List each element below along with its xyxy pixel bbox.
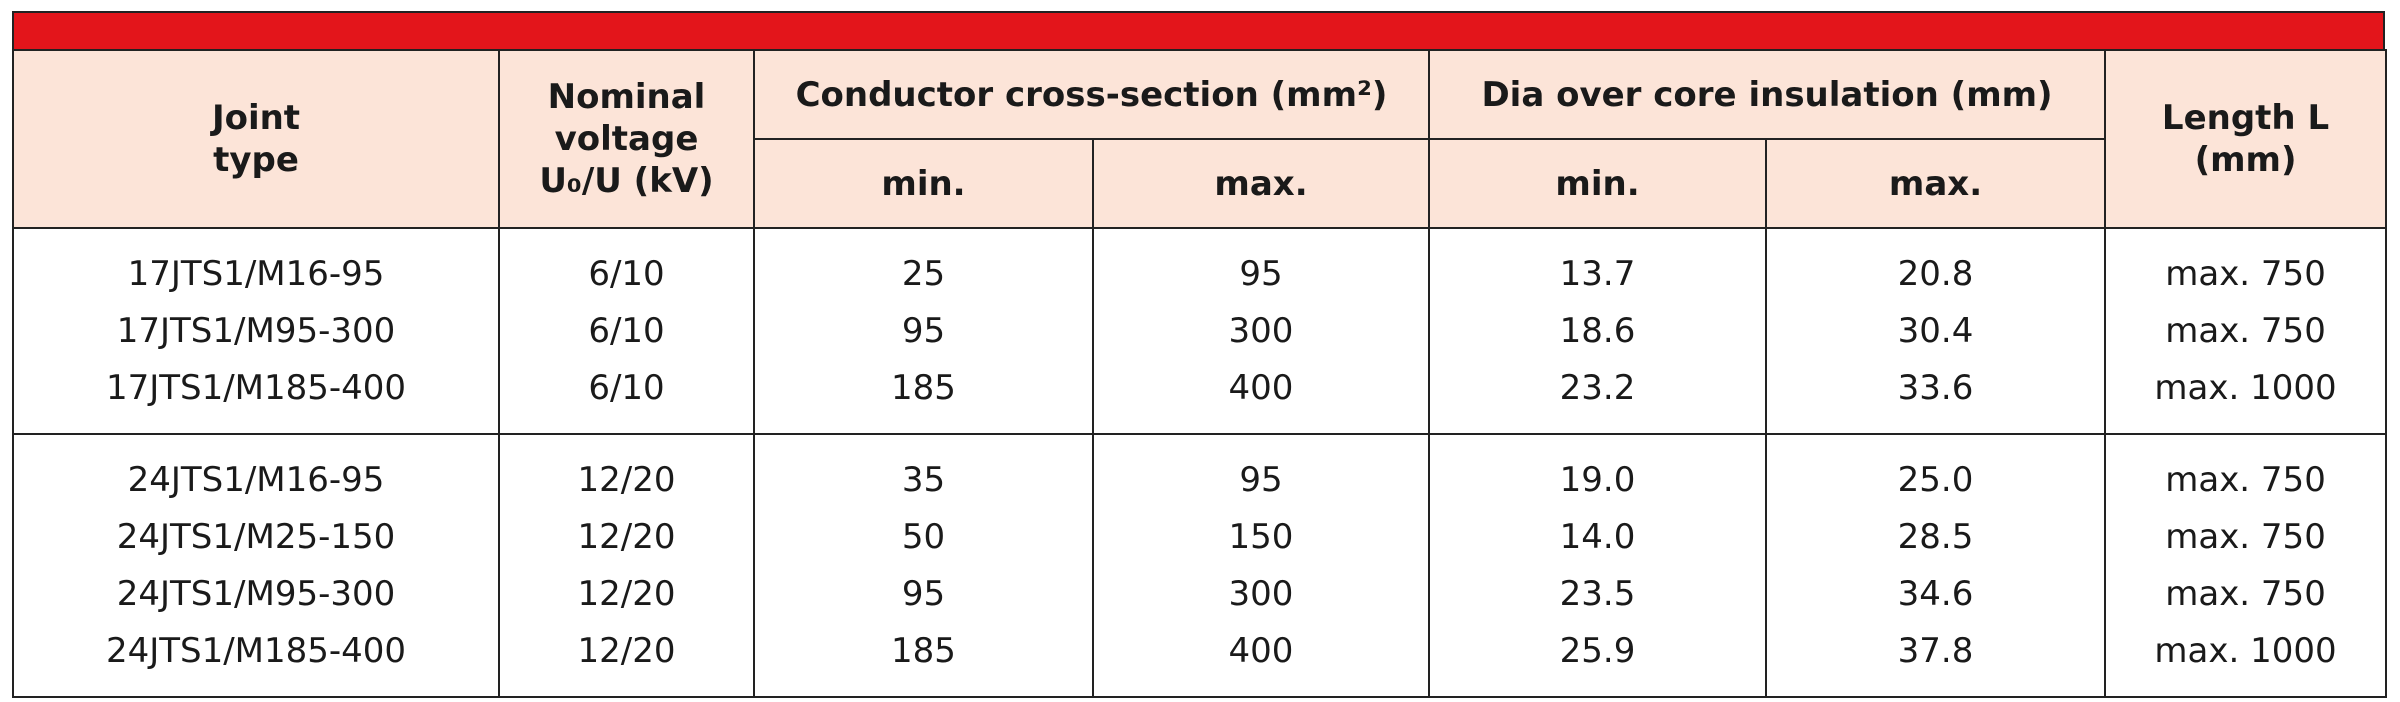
- table-row: 24JTS1/M25-150 12/20 50 150 14.0 28.5 max. 750: [12, 509, 2388, 566]
- spec-table: Joint type Nominal voltage U₀/U (kV) Con…: [12, 49, 2388, 698]
- table-cell: 6/10: [498, 303, 755, 360]
- table-cell: 24JTS1/M16-95: [12, 434, 500, 509]
- table-cell: 35: [753, 434, 1094, 509]
- spec-table-panel: Joint type Nominal voltage U₀/U (kV) Con…: [12, 11, 2388, 698]
- table-cell: 95: [753, 303, 1094, 360]
- table-row: 24JTS1/M95-300 12/20 95 300 23.5 34.6 max. 750: [12, 566, 2388, 623]
- table-cell: 300: [1091, 303, 1431, 360]
- table-cell: 6/10: [498, 228, 755, 303]
- header-cell: Joint type: [12, 49, 500, 229]
- table-cell: 34.6: [1765, 566, 2107, 623]
- table-cell: 17JTS1/M185-400: [12, 360, 500, 435]
- table-cell: 24JTS1/M25-150: [12, 509, 500, 566]
- header-text: Length L (mm): [2161, 98, 2330, 180]
- table-cell: 25.0: [1765, 434, 2107, 509]
- subheader-cell: max.: [1765, 138, 2107, 229]
- table-cell: 400: [1091, 360, 1431, 435]
- table-cell: 50: [753, 509, 1094, 566]
- table-cell: max. 750: [2104, 434, 2388, 509]
- table-cell: 185: [753, 360, 1094, 435]
- table-cell: max. 750: [2104, 509, 2388, 566]
- table-cell: 185: [753, 623, 1094, 698]
- subheader-cell: min.: [1428, 138, 1768, 229]
- table-cell: 25.9: [1428, 623, 1768, 698]
- header-text: Conductor cross-section (mm²): [795, 74, 1388, 115]
- table-cell: 17JTS1/M16-95: [12, 228, 500, 303]
- table-cell: 18.6: [1428, 303, 1768, 360]
- subheader-cell: max.: [1091, 138, 1431, 229]
- table-cell: 300: [1091, 566, 1431, 623]
- table-row: 17JTS1/M95-300 6/10 95 300 18.6 30.4 max. 750: [12, 303, 2388, 360]
- table-cell: 95: [1091, 434, 1431, 509]
- header-cell: Conductor cross-section (mm²): [752, 49, 1431, 140]
- table-cell: 12/20: [498, 566, 755, 623]
- table-cell: max. 1000: [2104, 360, 2388, 435]
- table-cell: 23.5: [1428, 566, 1768, 623]
- subheader-cell: min.: [753, 138, 1094, 229]
- header-text: Dia over core insulation (mm): [1481, 74, 2053, 115]
- table-cell: 20.8: [1765, 228, 2107, 303]
- table-cell: 24JTS1/M185-400: [12, 623, 500, 698]
- table-row: 17JTS1/M16-95 6/10 25 95 13.7 20.8 max. 750: [12, 228, 2388, 303]
- table-cell: 12/20: [498, 434, 755, 509]
- table-cell: 14.0: [1428, 509, 1768, 566]
- table-cell: max. 1000: [2104, 623, 2388, 698]
- table-cell: max. 750: [2104, 303, 2388, 360]
- header-cell: Length L (mm): [2104, 49, 2388, 229]
- table-cell: 17JTS1/M95-300: [12, 303, 500, 360]
- table-row: 24JTS1/M16-95 12/20 35 95 19.0 25.0 max. 750: [12, 434, 2388, 509]
- header-text: Nominal voltage U₀/U (kV): [539, 77, 714, 201]
- red-header-bar: [12, 11, 2385, 49]
- table-cell: 24JTS1/M95-300: [12, 566, 500, 623]
- table-cell: 12/20: [498, 509, 755, 566]
- table-cell: 13.7: [1428, 228, 1768, 303]
- table-cell: 95: [1091, 228, 1431, 303]
- table-cell: max. 750: [2104, 228, 2388, 303]
- table-cell: 6/10: [498, 360, 755, 435]
- header-cell: Dia over core insulation (mm): [1428, 49, 2107, 140]
- table-cell: 30.4: [1765, 303, 2107, 360]
- table-cell: 23.2: [1428, 360, 1768, 435]
- table-cell: 12/20: [498, 623, 755, 698]
- table-cell: 400: [1091, 623, 1431, 698]
- table-cell: max. 750: [2104, 566, 2388, 623]
- table-cell: 37.8: [1765, 623, 2107, 698]
- table-cell: 33.6: [1765, 360, 2107, 435]
- table-row: 24JTS1/M185-400 12/20 185 400 25.9 37.8 max. 1…: [12, 623, 2388, 698]
- table-row: 17JTS1/M185-400 6/10 185 400 23.2 33.6 max. 10…: [12, 360, 2388, 435]
- table-cell: 95: [753, 566, 1094, 623]
- header-cell: Nominal voltage U₀/U (kV): [498, 49, 755, 229]
- table-cell: 150: [1091, 509, 1431, 566]
- table-cell: 19.0: [1428, 434, 1768, 509]
- table-cell: 28.5: [1765, 509, 2107, 566]
- table-body: 17JTS1/M16-95 6/10 25 95 13.7 20.8 max. 750 17J…: [12, 228, 2388, 698]
- header-text: Joint type: [211, 98, 301, 180]
- table-cell: 25: [753, 228, 1094, 303]
